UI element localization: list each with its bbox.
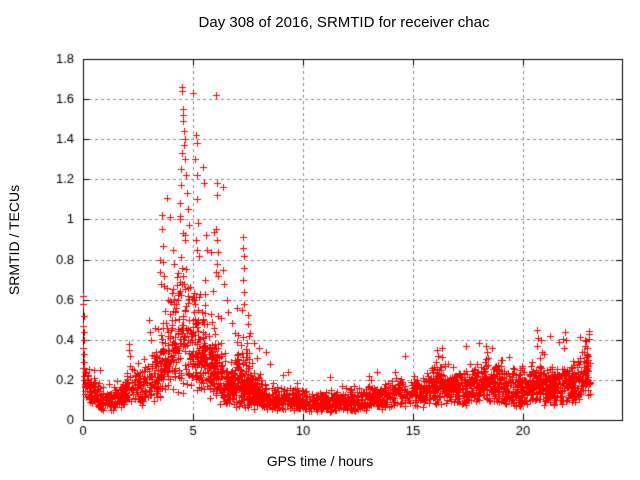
x-axis-label: GPS time / hours (266, 453, 374, 469)
chart-title: Day 308 of 2016, SRMTID for receiver cha… (198, 14, 490, 31)
y-axis-label: SRMTID / TECUs (6, 184, 22, 296)
